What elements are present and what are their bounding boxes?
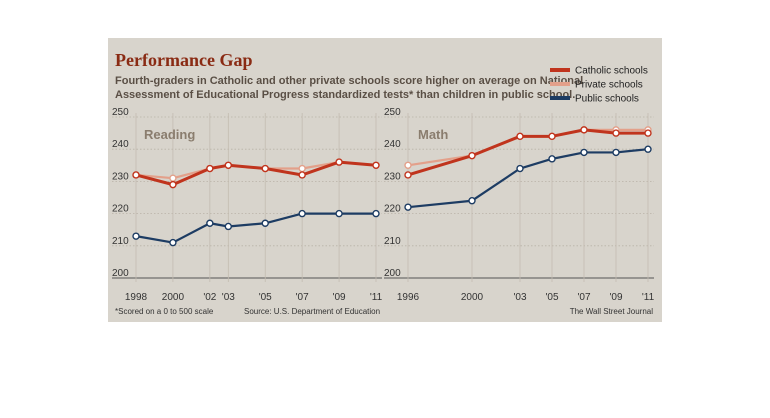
data-point xyxy=(206,164,214,173)
x-tick-label: '11 xyxy=(370,292,383,303)
data-point xyxy=(224,161,233,170)
y-tick-label: 200 xyxy=(112,268,129,279)
y-tick-label: 230 xyxy=(112,171,129,182)
data-point xyxy=(644,145,652,153)
panel-title: Math xyxy=(418,127,448,142)
legend-label: Public schools xyxy=(575,94,639,105)
chart-figure: Performance Gap Fourth-graders in Cathol… xyxy=(108,38,662,322)
data-point xyxy=(468,151,476,160)
x-tick-label: 1998 xyxy=(125,292,148,303)
chart-subtitle-line-1: Fourth-graders in Catholic and other pri… xyxy=(115,75,583,87)
x-tick-label: '07 xyxy=(296,292,309,303)
series-line xyxy=(407,148,649,209)
data-point xyxy=(261,219,269,227)
x-tick-label: 2000 xyxy=(162,292,185,303)
data-point xyxy=(580,148,588,157)
legend: Catholic schools Private schools Public sc… xyxy=(550,66,648,105)
source-note: Source: U.S. Department of Education xyxy=(244,307,380,316)
y-tick-label: 220 xyxy=(112,204,129,215)
x-tick-label: '09 xyxy=(333,292,346,303)
data-point xyxy=(516,164,524,173)
chart-title: Performance Gap xyxy=(115,50,252,70)
x-tick-label: '02 xyxy=(203,292,216,303)
data-point xyxy=(404,171,412,179)
data-point xyxy=(580,126,588,134)
data-point xyxy=(612,129,620,137)
data-point xyxy=(206,219,214,227)
data-point xyxy=(132,232,140,240)
y-tick-label: 250 xyxy=(384,107,401,118)
chart-svg: Performance Gap Fourth-graders in Cathol… xyxy=(112,50,655,316)
x-tick-label: 2000 xyxy=(461,292,484,303)
data-point xyxy=(404,161,412,170)
y-tick-label: 220 xyxy=(384,204,401,215)
math-panel: 200 210 220 230 240 250 1996 2000 '03 '05 '07 '09 '1… xyxy=(384,107,655,303)
data-point xyxy=(224,222,233,231)
credit-note: The Wall Street Journal xyxy=(570,307,654,316)
data-point xyxy=(516,132,524,141)
data-point xyxy=(335,158,343,166)
data-point xyxy=(169,180,177,189)
x-tick-label: '09 xyxy=(609,292,622,303)
chart-subtitle-line-2: Assessment of Educational Progress stand… xyxy=(115,89,575,101)
data-point xyxy=(612,148,620,157)
x-tick-label: '07 xyxy=(577,292,590,303)
x-tick-label: '11 xyxy=(642,292,655,303)
series-line xyxy=(135,212,376,244)
data-point xyxy=(548,132,556,141)
data-point xyxy=(298,209,306,218)
data-point xyxy=(372,161,380,170)
panel-title: Reading xyxy=(144,127,195,142)
y-tick-label: 250 xyxy=(112,107,129,118)
x-tick-label: '03 xyxy=(513,292,526,303)
data-point xyxy=(132,171,140,179)
series-line xyxy=(135,160,377,187)
data-point xyxy=(404,203,412,211)
data-point xyxy=(372,209,380,218)
data-point xyxy=(468,197,476,205)
data-point xyxy=(644,129,652,137)
legend-label: Catholic schools xyxy=(575,66,648,77)
legend-label: Private schools xyxy=(575,80,643,91)
x-tick-label: 1996 xyxy=(397,292,420,303)
data-point xyxy=(169,174,177,182)
y-tick-label: 200 xyxy=(384,268,401,279)
data-point xyxy=(335,209,343,218)
y-tick-label: 230 xyxy=(384,171,401,182)
y-tick-label: 240 xyxy=(384,139,401,150)
y-tick-label: 240 xyxy=(112,139,129,150)
data-point xyxy=(298,164,306,173)
reading-panel: 200 210 220 230 240 250 1998 2000 '02 '03 '05 '07 '0… xyxy=(112,107,383,303)
data-point xyxy=(261,164,269,173)
x-tick-label: '05 xyxy=(545,292,558,303)
data-point xyxy=(548,155,556,163)
x-tick-label: '03 xyxy=(222,292,235,303)
y-tick-label: 210 xyxy=(112,236,129,247)
x-tick-label: '05 xyxy=(259,292,272,303)
data-point xyxy=(298,171,306,179)
data-point xyxy=(169,238,177,247)
footnote: *Scored on a 0 to 500 scale xyxy=(115,307,214,316)
y-tick-label: 210 xyxy=(384,236,401,247)
